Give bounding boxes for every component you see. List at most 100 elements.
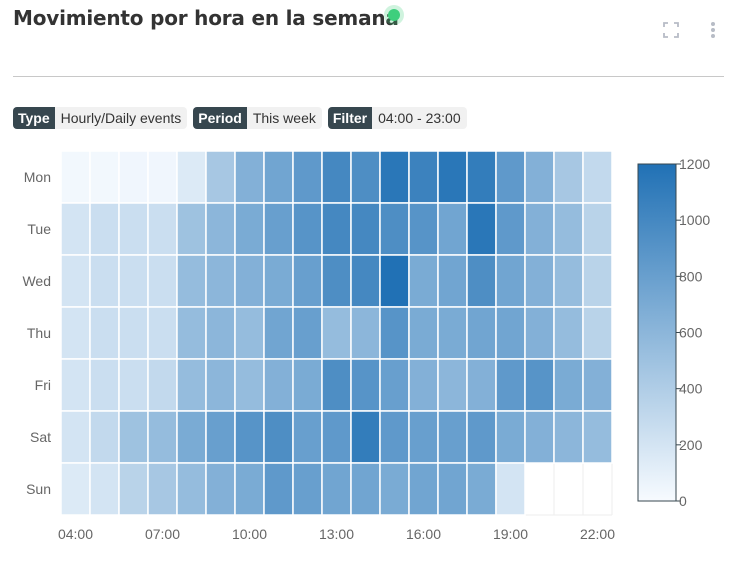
heatmap-cell: [321, 462, 352, 516]
heatmap-cell: [524, 254, 555, 308]
heatmap-chart: Mon Tue Wed Thu Fri Sat Sun 04:00 07:00 10:00 13:0…: [22, 150, 710, 542]
heatmap-cell: [118, 150, 149, 204]
heatmap-cell: [60, 306, 91, 360]
status-indicator: [388, 9, 400, 21]
filter-key: Filter: [327, 107, 373, 129]
heatmap-cell: [147, 306, 178, 360]
heatmap-cell: [553, 358, 584, 412]
filter-key: Type: [13, 107, 55, 129]
heatmap-cell: [437, 462, 468, 516]
heatmap-cell: [205, 202, 236, 256]
heatmap-cell: [234, 150, 265, 204]
heatmap-cell: [350, 254, 381, 308]
heatmap-cell: [292, 306, 323, 360]
y-tick-label: Sun: [26, 481, 51, 497]
heatmap-cell: [89, 254, 120, 308]
heatmap-cell: [350, 462, 381, 516]
heatmap-cell: [437, 254, 468, 308]
heatmap-cell: [263, 358, 294, 412]
heatmap-cell: [118, 358, 149, 412]
heatmap-cell: [408, 358, 439, 412]
heatmap-cell: [147, 410, 178, 464]
heatmap-cell: [292, 358, 323, 412]
heatmap-cell: [147, 462, 178, 516]
heatmap-cell: [524, 150, 555, 204]
heatmap-cell: [176, 150, 207, 204]
heatmap-cell: [408, 462, 439, 516]
heatmap-cell: [582, 410, 613, 464]
heatmap-cell: [495, 254, 526, 308]
heatmap-cell: [466, 462, 497, 516]
colorbar-tick-label: 1200: [679, 156, 710, 172]
heatmap-cell: [466, 202, 497, 256]
heatmap-cell: [89, 462, 120, 516]
x-tick-label: 07:00: [145, 526, 180, 542]
heatmap-cell: [495, 150, 526, 204]
x-tick-label: 13:00: [319, 526, 354, 542]
filter-value: 04:00 - 23:00: [378, 110, 461, 126]
heatmap-cell: [379, 306, 410, 360]
heatmap-cell: [582, 358, 613, 412]
expand-icon[interactable]: [663, 22, 679, 38]
heatmap-cell: [263, 410, 294, 464]
filter-chip-filter[interactable]: Filter 04:00 - 23:00: [327, 107, 467, 129]
y-tick-label: Sat: [30, 429, 51, 445]
heatmap-cell: [350, 410, 381, 464]
heatmap-cell: [350, 150, 381, 204]
heatmap-cell: [466, 150, 497, 204]
heatmap-cell: [118, 410, 149, 464]
heatmap-cell: [205, 150, 236, 204]
heatmap-cell: [582, 150, 613, 204]
heatmap-cell: [408, 254, 439, 308]
heatmap-cell: [495, 462, 526, 516]
heatmap-cell: [147, 202, 178, 256]
filter-chip-period[interactable]: Period This week: [193, 107, 322, 129]
y-tick-label: Tue: [27, 221, 51, 237]
heatmap-cell: [350, 358, 381, 412]
filter-value: This week: [252, 110, 316, 126]
heatmap-cell: [205, 410, 236, 464]
page-title: Movimiento por hora en la semana: [13, 6, 399, 30]
heatmap-cell: [524, 306, 555, 360]
heatmap-cell: [466, 306, 497, 360]
y-tick-label: Mon: [24, 169, 51, 185]
heatmap-cell: [408, 202, 439, 256]
heatmap-cell: [147, 254, 178, 308]
heatmap-cell: [89, 358, 120, 412]
heatmap-cell: [321, 358, 352, 412]
heatmap-cell: [176, 202, 207, 256]
heatmap-cell: [234, 202, 265, 256]
heatmap-cell: [437, 358, 468, 412]
heatmap-cell: [176, 358, 207, 412]
filter-value: Hourly/Daily events: [60, 110, 182, 126]
heatmap-cell: [466, 358, 497, 412]
colorbar-tick-label: 200: [679, 437, 703, 453]
more-vertical-icon[interactable]: [710, 21, 716, 39]
heatmap-cell: [495, 202, 526, 256]
heatmap-cell: [408, 306, 439, 360]
x-tick-label: 04:00: [58, 526, 93, 542]
filter-bar: Type Hourly/Daily events Period This wee…: [13, 107, 467, 129]
heatmap-cell: [321, 410, 352, 464]
x-tick-label: 16:00: [406, 526, 441, 542]
divider: [13, 76, 724, 77]
heatmap-cell: [379, 410, 410, 464]
heatmap-cell: [437, 306, 468, 360]
colorbar-tick-label: 400: [679, 381, 703, 397]
heatmap-cell: [176, 462, 207, 516]
heatmap-cell: [437, 410, 468, 464]
heatmap-cell: [553, 254, 584, 308]
heatmap-cell: [321, 150, 352, 204]
heatmap-cell: [89, 306, 120, 360]
heatmap-cell: [495, 358, 526, 412]
heatmap-cell: [60, 202, 91, 256]
heatmap-cell: [89, 410, 120, 464]
heatmap-cell: [437, 202, 468, 256]
x-tick-label: 19:00: [493, 526, 528, 542]
heatmap-cell: [60, 462, 91, 516]
heatmap-cell: [205, 306, 236, 360]
filter-chip-type[interactable]: Type Hourly/Daily events: [13, 107, 188, 129]
colorbar-tick-label: 800: [679, 268, 703, 284]
heatmap-cell: [234, 358, 265, 412]
heatmap-cell: [379, 462, 410, 516]
